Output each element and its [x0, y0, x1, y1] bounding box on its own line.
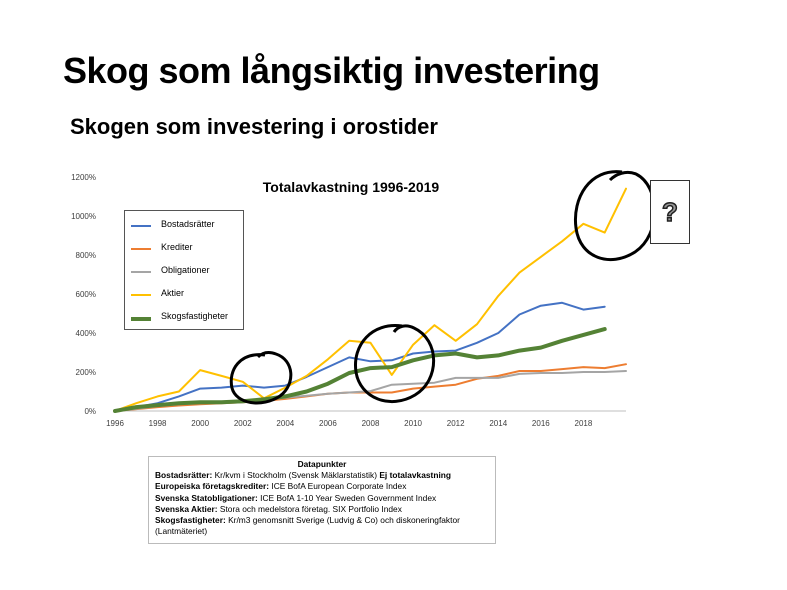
data-sources-list: Bostadsrätter: Kr/kvm i Stockholm (Svens… [155, 470, 489, 537]
data-source-text: (Lantmäteriet) [155, 526, 208, 537]
circle-annotation-2009 [354, 324, 436, 404]
y-tick-label: 600% [76, 290, 96, 299]
y-tick-label: 800% [76, 251, 96, 260]
y-tick-label: 0% [84, 407, 96, 416]
data-source-label: Europeiska företagskrediter: [155, 481, 270, 492]
data-source-line: Svenska Aktier: Stora och medelstora för… [155, 504, 489, 515]
data-source-line: Europeiska företagskrediter: ICE BofA Eu… [155, 481, 489, 492]
hand-drawn-circles [229, 170, 657, 405]
legend-item: Skogsfastigheter [125, 309, 243, 327]
legend-label: Bostadsrätter [161, 219, 215, 229]
data-source-text: ICE BofA European Corporate Index [269, 481, 407, 492]
slide-title: Skog som långsiktig investering [63, 50, 600, 91]
y-tick-label: 1000% [71, 212, 96, 221]
data-source-line: Bostadsrätter: Kr/kvm i Stockholm (Svens… [155, 470, 489, 481]
data-source-text: ICE BofA 1-10 Year Sweden Government Ind… [257, 492, 437, 503]
x-tick-label: 2010 [404, 419, 422, 428]
x-tick-label: 2002 [234, 419, 252, 428]
x-tick-label: 2006 [319, 419, 337, 428]
y-tick-label: 1200% [71, 173, 96, 182]
data-source-label: Svenska Aktier: [155, 503, 218, 514]
x-tick-label: 2018 [575, 419, 593, 428]
series-line-skogsfastigheter [113, 327, 607, 413]
y-tick-label: 200% [76, 368, 96, 377]
legend-swatch [131, 294, 151, 296]
legend-label: Obligationer [161, 265, 210, 275]
legend-label: Krediter [161, 242, 193, 252]
data-source-label: Skogsfastigheter: [155, 515, 226, 526]
series-line-aktier [114, 187, 627, 412]
x-tick-label: 2000 [191, 419, 209, 428]
chart-title: Totalavkastning 1996-2019 [263, 179, 440, 195]
slide-subtitle: Skogen som investering i orostider [70, 114, 438, 139]
data-source-label: Svenska Statobligationer: [155, 492, 258, 503]
x-tick-label: 2014 [489, 419, 507, 428]
circle-annotation-2019 [573, 170, 657, 262]
data-sources-box: Datapunkter Bostadsrätter: Kr/kvm i Stoc… [148, 456, 496, 544]
question-mark-glyph: ? [662, 197, 678, 227]
series-line-bostadsrätter [114, 301, 606, 412]
data-source-note: Ej totalavkastning [379, 470, 451, 481]
x-tick-label: 1998 [149, 419, 167, 428]
question-box: ? [650, 180, 690, 244]
x-tick-label: 1996 [106, 419, 124, 428]
x-tick-label: 2016 [532, 419, 550, 428]
legend-swatch [131, 317, 151, 321]
legend-swatch [131, 271, 151, 273]
chart-axes: 0% 200% 400% 600% 800% 1000% 1200% 1996 1998 2000… [71, 173, 626, 428]
x-tick-label: 2012 [447, 419, 465, 428]
y-tick-label: 400% [76, 329, 96, 338]
data-source-line: (Lantmäteriet) [155, 526, 489, 537]
legend-label: Aktier [161, 288, 185, 298]
legend-swatch [131, 225, 151, 227]
x-tick-label: 2004 [276, 419, 294, 428]
data-source-label: Bostadsrätter: [155, 470, 213, 481]
circle-annotation-2003 [229, 351, 293, 405]
x-tick-label: 2008 [362, 419, 380, 428]
chart-legend: Bostadsrätter Krediter Obligationer Aktier S… [124, 210, 244, 330]
data-source-line: Svenska Statobligationer: ICE BofA 1-10 … [155, 493, 489, 504]
data-source-text: Stora och medelstora företag. SIX Portfo… [217, 503, 402, 514]
data-source-text: Kr/kvm i Stockholm (Svensk Mäklarstatist… [212, 470, 380, 481]
legend-swatch [131, 248, 151, 250]
data-source-line: Skogsfastigheter: Kr/m3 genomsnitt Sveri… [155, 515, 489, 526]
legend-item: Aktier [125, 286, 243, 304]
chart-series [113, 187, 627, 413]
legend-item: Krediter [125, 240, 243, 258]
data-source-text: Kr/m3 genomsnitt Sverige (Ludvig & Co) o… [225, 515, 460, 526]
data-sources-title: Datapunkter [297, 459, 347, 469]
legend-item: Bostadsrätter [125, 217, 243, 235]
legend-label: Skogsfastigheter [161, 311, 229, 321]
legend-item: Obligationer [125, 263, 243, 281]
question-mark-icon: ? [661, 196, 678, 228]
